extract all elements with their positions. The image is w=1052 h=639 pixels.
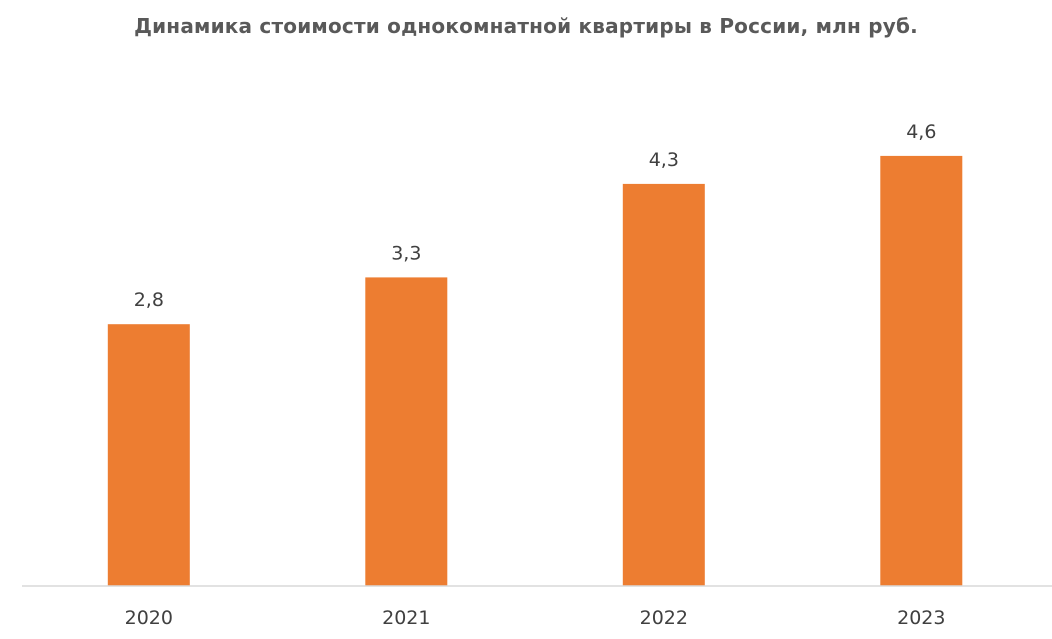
data-label-2020: 2,8 [134,289,164,311]
bar-2020 [107,324,190,586]
x-tick-labels-layer: 2020 2021 2022 2023 [125,607,946,629]
bar-2021 [365,277,448,586]
data-label-2022: 4,3 [649,149,679,171]
x-tick-label-2020: 2020 [125,607,173,629]
data-labels-layer: 2,8 3,3 4,3 4,6 [134,121,937,311]
data-label-2023: 4,6 [906,121,936,143]
bars-layer [107,155,963,586]
x-tick-label-2022: 2022 [640,607,688,629]
bar-2023 [880,155,963,586]
data-label-2021: 3,3 [391,242,421,264]
x-tick-label-2021: 2021 [382,607,430,629]
bar-2022 [622,183,705,586]
x-tick-label-2023: 2023 [897,607,945,629]
chart-title: Динамика стоимости однокомнатной квартир… [134,14,918,38]
